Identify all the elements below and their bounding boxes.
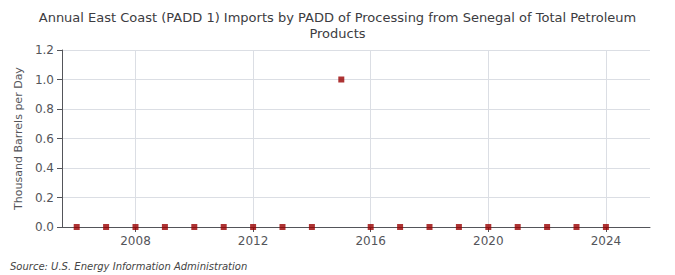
svg-text:2020: 2020 xyxy=(473,234,504,248)
svg-text:Annual East Coast (PADD 1) Imp: Annual East Coast (PADD 1) Imports by PA… xyxy=(39,10,637,25)
svg-text:0.4: 0.4 xyxy=(35,161,54,175)
svg-text:0.2: 0.2 xyxy=(35,191,54,205)
svg-text:1.2: 1.2 xyxy=(35,43,54,57)
svg-text:1.0: 1.0 xyxy=(35,73,54,87)
svg-text:Thousand Barrels per Day: Thousand Barrels per Day xyxy=(12,67,25,211)
svg-text:2016: 2016 xyxy=(355,234,386,248)
svg-text:Source: U.S. Energy Informatio: Source: U.S. Energy Information Administ… xyxy=(10,261,247,272)
svg-text:0.6: 0.6 xyxy=(35,132,54,146)
svg-text:2008: 2008 xyxy=(120,234,151,248)
svg-text:Products: Products xyxy=(309,26,365,41)
svg-text:0.8: 0.8 xyxy=(35,102,54,116)
svg-text:2012: 2012 xyxy=(238,234,269,248)
svg-text:0.0: 0.0 xyxy=(35,220,54,234)
svg-text:2024: 2024 xyxy=(591,234,622,248)
